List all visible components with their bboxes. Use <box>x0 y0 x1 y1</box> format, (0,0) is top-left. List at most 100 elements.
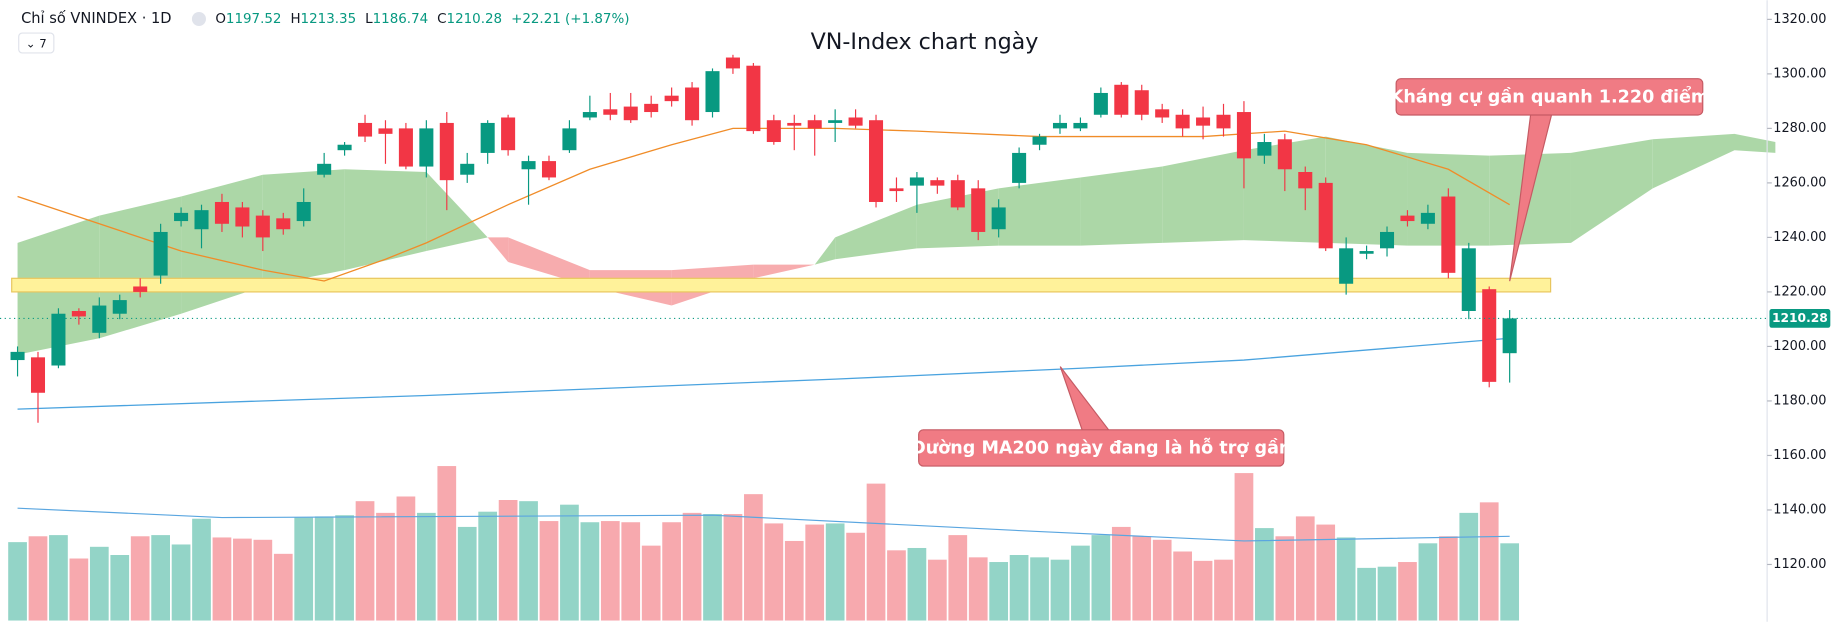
candle-body <box>889 188 904 192</box>
candle-body <box>501 117 516 151</box>
y-tick-label: 1260.00 <box>1773 175 1826 190</box>
volume-bar <box>151 535 170 621</box>
candle-body <box>971 188 986 232</box>
candle-body <box>1359 251 1374 254</box>
candle-body <box>439 122 454 181</box>
volume-bar <box>1479 502 1499 621</box>
volume-bar <box>437 466 457 621</box>
volume-bar <box>273 553 293 621</box>
callout-resistance: Kháng cự gần quanh 1.220 điểm <box>1390 78 1709 282</box>
y-tick-label: 1240.00 <box>1773 230 1826 245</box>
volume-bar <box>1132 536 1152 621</box>
candle-body <box>51 313 66 366</box>
cloud-segment <box>835 204 917 260</box>
candle-body <box>235 207 250 227</box>
indicator-toggle-text[interactable]: ⌄ 7 <box>26 36 47 50</box>
candle-body <box>276 218 291 230</box>
volume-bar <box>641 545 661 621</box>
candle-body <box>358 122 373 137</box>
volume-bar <box>1193 560 1213 621</box>
candle-body <box>766 120 781 143</box>
volume-bar <box>1398 562 1417 621</box>
candle-body <box>92 305 107 333</box>
resistance-zone <box>11 277 1552 293</box>
volume-bar <box>907 547 927 621</box>
candle-body <box>1032 136 1047 145</box>
candle-body <box>398 128 413 167</box>
candle-body <box>419 128 434 167</box>
volume-bar <box>457 526 477 621</box>
volume-bar <box>8 542 27 621</box>
y-tick-label: 1320.00 <box>1773 12 1826 27</box>
volume-bar <box>69 558 89 621</box>
volume-bar <box>1255 528 1274 621</box>
y-tick-label: 1220.00 <box>1773 284 1826 299</box>
cloud-segment <box>1325 136 1408 246</box>
candle-body <box>541 161 557 178</box>
candle-body <box>112 300 127 314</box>
volume-bar <box>110 555 130 621</box>
cloud-segment <box>1570 139 1653 243</box>
candle-body <box>296 201 311 222</box>
candle-body <box>174 212 189 222</box>
volume-bar <box>682 512 702 621</box>
status-icon[interactable] <box>191 11 206 27</box>
volume-bar <box>376 512 395 621</box>
cloud-segment <box>262 169 345 287</box>
volume-bar <box>560 504 579 621</box>
y-tick-label: 1280.00 <box>1773 121 1826 136</box>
chevron: ⌄ <box>26 36 40 50</box>
candle-body <box>746 65 761 132</box>
volume-bar <box>825 523 845 621</box>
chart-title: VN-Index chart ngày <box>811 29 1039 55</box>
callout-text: Đường MA200 ngày đang là hỗ trợ gần <box>911 437 1291 459</box>
cloud-segment <box>753 264 815 279</box>
volume-bar <box>662 522 681 621</box>
volume-bar <box>355 501 375 621</box>
candle-body <box>787 122 802 126</box>
cloud-segment <box>1080 166 1163 246</box>
candle-body <box>1298 171 1313 189</box>
volume-bar <box>1336 537 1356 621</box>
ohlc-label: C <box>437 12 446 27</box>
price-axis: 1210.28 1120.00 1140.00 1160.00 1180.00 1200.… <box>1767 12 1831 572</box>
candle-body <box>562 128 577 151</box>
candle-body <box>1380 231 1395 249</box>
volume-bar <box>1316 524 1336 621</box>
volume-ma-line <box>17 507 1510 542</box>
last-price-label: 1210.28 <box>1772 311 1828 325</box>
volume-bar <box>233 538 252 621</box>
volume-bar <box>600 521 620 621</box>
volume-bar <box>28 536 48 621</box>
indicator-toggle[interactable] <box>18 32 55 54</box>
candle-body <box>214 201 229 224</box>
candle-body <box>950 180 965 208</box>
cloud-segment <box>99 196 182 339</box>
volume-bar <box>396 496 416 621</box>
last-price-tag <box>1769 309 1831 328</box>
volume-bar <box>621 522 641 621</box>
cloud-segment <box>814 237 836 265</box>
y-tick-label: 1140.00 <box>1773 502 1826 517</box>
volume-bar <box>1091 535 1111 621</box>
cloud-segment <box>344 169 427 271</box>
volume-bar <box>1234 473 1254 621</box>
cloud-segment <box>426 171 488 252</box>
volume-bar <box>703 514 722 621</box>
candle-body <box>1441 196 1456 273</box>
candle-body <box>1257 142 1272 156</box>
ohlc-label: H <box>290 12 300 27</box>
candle-body <box>133 286 148 292</box>
volume-bar <box>89 546 109 621</box>
callout-box <box>1395 78 1704 116</box>
candle-body <box>991 207 1006 230</box>
candle-body <box>1093 92 1108 115</box>
candle-body <box>930 180 945 186</box>
candle-body <box>1216 114 1231 129</box>
volume-bar <box>314 516 334 621</box>
ohlc-label: O <box>215 12 226 27</box>
candle-body <box>603 109 618 115</box>
callout-text: Kháng cự gần quanh 1.220 điểm <box>1390 85 1709 107</box>
